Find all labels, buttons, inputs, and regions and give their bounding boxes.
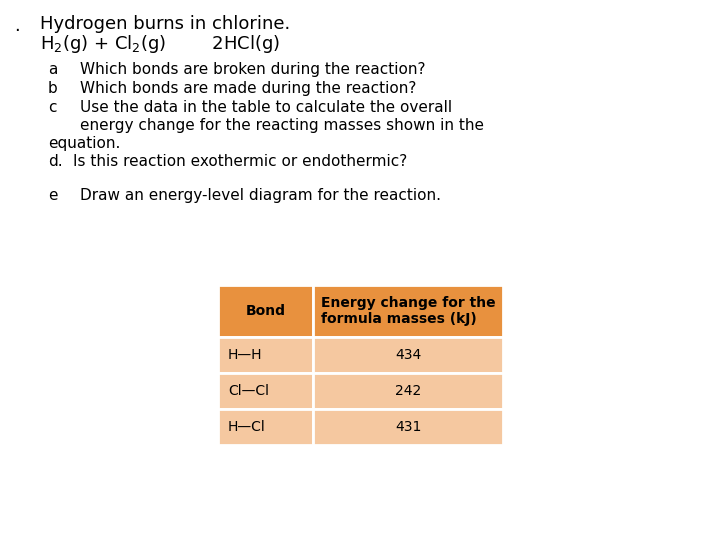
FancyBboxPatch shape — [313, 373, 503, 409]
Text: Hydrogen burns in chlorine.: Hydrogen burns in chlorine. — [40, 15, 290, 33]
Text: 434: 434 — [395, 348, 421, 362]
Text: equation.: equation. — [48, 136, 120, 151]
Text: H$_2$(g) + Cl$_2$(g)        2HCl(g): H$_2$(g) + Cl$_2$(g) 2HCl(g) — [40, 33, 280, 55]
Text: d.: d. — [48, 154, 63, 169]
Text: energy change for the reacting masses shown in the: energy change for the reacting masses sh… — [80, 118, 484, 133]
Text: Draw an energy-level diagram for the reaction.: Draw an energy-level diagram for the rea… — [80, 188, 441, 203]
Text: Bond: Bond — [246, 304, 286, 318]
Text: Cl—Cl: Cl—Cl — [228, 384, 269, 398]
Text: a: a — [48, 62, 58, 77]
Text: c: c — [48, 100, 56, 115]
FancyBboxPatch shape — [313, 285, 503, 337]
Text: Which bonds are broken during the reaction?: Which bonds are broken during the reacti… — [80, 62, 426, 77]
FancyBboxPatch shape — [218, 373, 313, 409]
Text: 242: 242 — [395, 384, 421, 398]
Text: Which bonds are made during the reaction?: Which bonds are made during the reaction… — [80, 81, 416, 96]
FancyBboxPatch shape — [218, 285, 313, 337]
Text: b: b — [48, 81, 58, 96]
Text: 431: 431 — [395, 420, 421, 434]
Text: e: e — [48, 188, 58, 203]
FancyBboxPatch shape — [313, 337, 503, 373]
FancyBboxPatch shape — [218, 409, 313, 445]
Text: H—Cl: H—Cl — [228, 420, 266, 434]
Text: .: . — [14, 17, 19, 35]
FancyBboxPatch shape — [313, 409, 503, 445]
FancyBboxPatch shape — [218, 337, 313, 373]
Text: Energy change for the
formula masses (kJ): Energy change for the formula masses (kJ… — [320, 296, 495, 326]
Text: H—H: H—H — [228, 348, 263, 362]
Text: Use the data in the table to calculate the overall: Use the data in the table to calculate t… — [80, 100, 452, 115]
Text: Is this reaction exothermic or endothermic?: Is this reaction exothermic or endotherm… — [73, 154, 408, 169]
